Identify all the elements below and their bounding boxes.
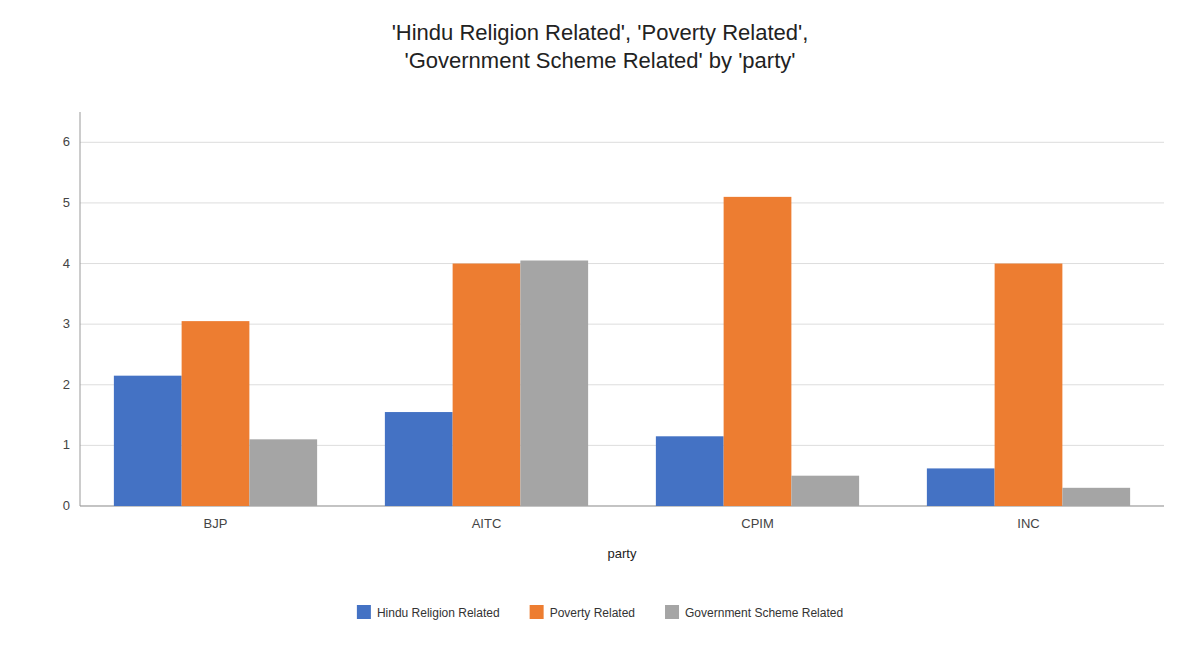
bar [927, 468, 995, 506]
legend-swatch [357, 605, 371, 619]
legend-item: Hindu Religion Related [357, 605, 500, 620]
bar [114, 376, 182, 506]
legend: Hindu Religion Related Poverty Related Gov… [357, 605, 843, 620]
bar [249, 439, 317, 506]
legend-label: Hindu Religion Related [377, 606, 500, 620]
x-tick-label: AITC [472, 516, 502, 531]
y-tick-label: 1 [63, 437, 70, 452]
legend-label: Government Scheme Related [685, 606, 843, 620]
x-tick-label: INC [1017, 516, 1039, 531]
bar [724, 197, 792, 506]
bar [791, 476, 859, 506]
bar [1062, 488, 1130, 506]
grid-line [80, 142, 1164, 143]
y-axis-line [80, 112, 81, 506]
x-axis-label: party [608, 546, 637, 561]
legend-label: Poverty Related [550, 606, 635, 620]
title-line: 'Hindu Religion Related', 'Poverty Relat… [392, 20, 809, 45]
x-tick-label: BJP [204, 516, 228, 531]
grid-line [80, 202, 1164, 203]
bar [385, 412, 453, 506]
bar [520, 261, 588, 506]
y-tick-label: 4 [63, 256, 70, 271]
y-tick-label: 2 [63, 377, 70, 392]
title-line: 'Government Scheme Related' by 'party' [405, 48, 796, 73]
bar [453, 264, 521, 506]
y-tick-label: 6 [63, 134, 70, 149]
chart: 'Hindu Religion Related', 'Poverty Relat… [0, 0, 1200, 646]
legend-swatch [530, 605, 544, 619]
y-tick-label: 0 [63, 498, 70, 513]
x-tick-label: CPIM [741, 516, 774, 531]
y-tick-label: 3 [63, 316, 70, 331]
grid [80, 142, 1164, 506]
bar [656, 436, 724, 506]
bar [182, 321, 250, 506]
bars [114, 197, 1130, 506]
bar [995, 264, 1063, 506]
title: 'Hindu Religion Related', 'Poverty Relat… [392, 20, 809, 73]
y-tick-label: 5 [63, 195, 70, 210]
legend-item: Poverty Related [530, 605, 635, 620]
legend-swatch [665, 605, 679, 619]
legend-item: Government Scheme Related [665, 605, 843, 620]
